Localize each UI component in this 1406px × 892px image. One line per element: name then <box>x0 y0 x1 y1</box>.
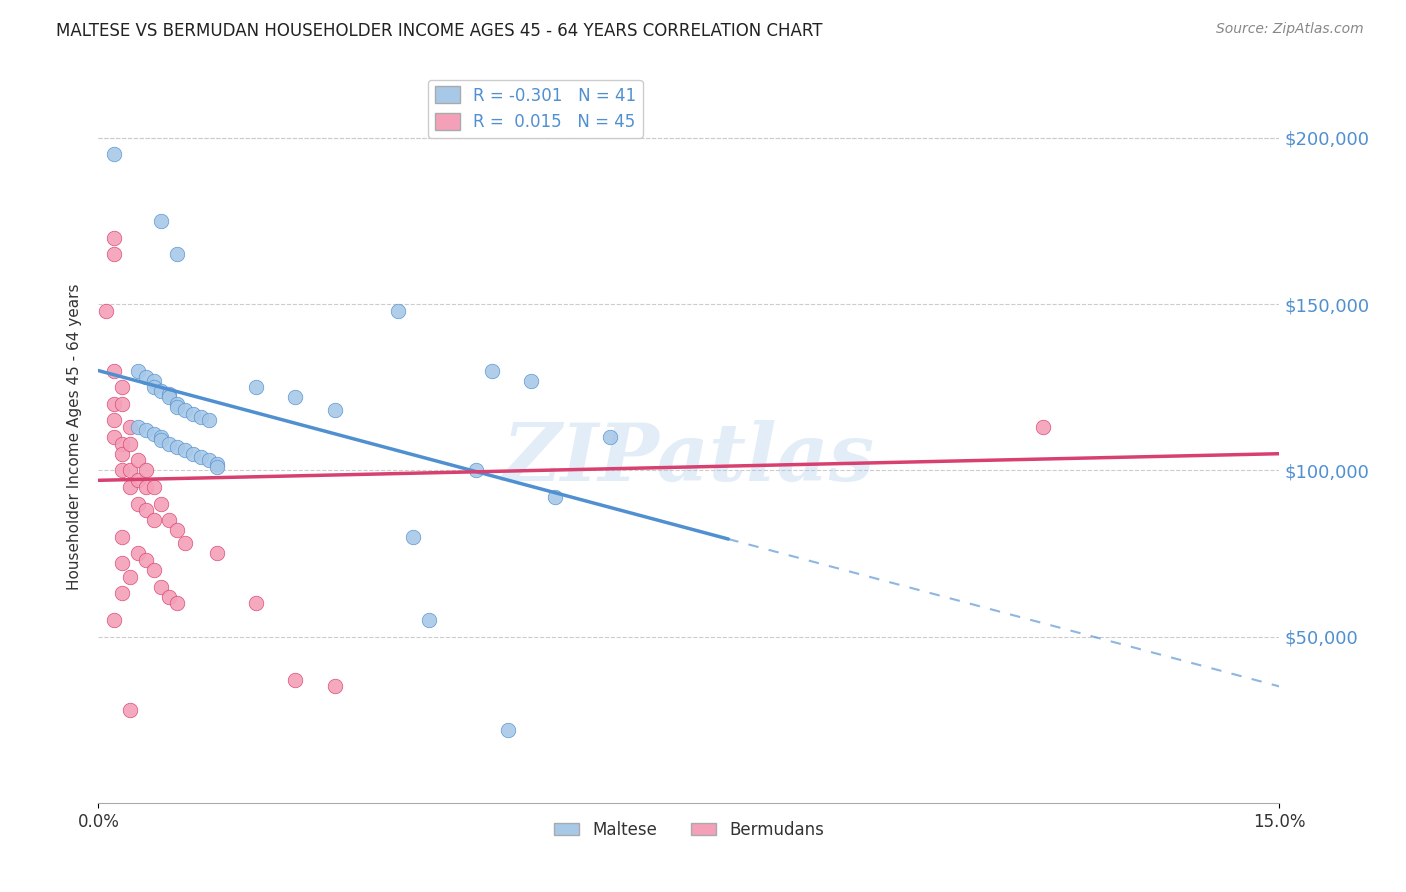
Point <box>127 473 149 487</box>
Point <box>103 430 125 444</box>
Point <box>103 230 125 244</box>
Point <box>111 557 134 571</box>
Point <box>103 397 125 411</box>
Point <box>205 457 228 471</box>
Point <box>205 546 228 560</box>
Point <box>1032 420 1054 434</box>
Point <box>284 390 307 404</box>
Point <box>157 590 180 604</box>
Point <box>245 380 267 394</box>
Point <box>166 440 188 454</box>
Point <box>103 147 125 161</box>
Point <box>157 436 180 450</box>
Point <box>96 303 118 318</box>
Point <box>157 513 180 527</box>
Point <box>402 530 425 544</box>
Point <box>150 434 173 448</box>
Point <box>387 303 409 318</box>
Point <box>150 384 173 398</box>
Point <box>111 436 134 450</box>
Point <box>166 247 188 261</box>
Point <box>142 563 165 577</box>
Point <box>166 523 188 537</box>
Point <box>150 430 173 444</box>
Point <box>142 380 165 394</box>
Point <box>181 407 204 421</box>
Point <box>166 596 188 610</box>
Point <box>174 536 197 550</box>
Point <box>118 570 141 584</box>
Point <box>150 580 173 594</box>
Point <box>142 426 165 441</box>
Point <box>118 463 141 477</box>
Point <box>135 424 157 438</box>
Point <box>111 530 134 544</box>
Point <box>127 546 149 560</box>
Point <box>111 463 134 477</box>
Point <box>111 380 134 394</box>
Point <box>142 480 165 494</box>
Point <box>496 723 519 737</box>
Point <box>166 400 188 414</box>
Point <box>135 463 157 477</box>
Point <box>127 497 149 511</box>
Point <box>481 363 503 377</box>
Point <box>205 460 228 475</box>
Point <box>111 586 134 600</box>
Point <box>181 447 204 461</box>
Point <box>135 553 157 567</box>
Point <box>599 430 621 444</box>
Point <box>127 420 149 434</box>
Y-axis label: Householder Income Ages 45 - 64 years: Householder Income Ages 45 - 64 years <box>67 284 83 591</box>
Point <box>418 613 440 627</box>
Point <box>111 447 134 461</box>
Point <box>174 403 197 417</box>
Point <box>465 463 488 477</box>
Point <box>520 374 543 388</box>
Point <box>190 450 212 464</box>
Point <box>157 387 180 401</box>
Point <box>245 596 267 610</box>
Point <box>118 436 141 450</box>
Point <box>142 374 165 388</box>
Point <box>127 363 149 377</box>
Point <box>142 513 165 527</box>
Point <box>150 214 173 228</box>
Point <box>544 490 567 504</box>
Text: Source: ZipAtlas.com: Source: ZipAtlas.com <box>1216 22 1364 37</box>
Point <box>127 453 149 467</box>
Point <box>103 413 125 427</box>
Legend: Maltese, Bermudans: Maltese, Bermudans <box>547 814 831 846</box>
Point <box>174 443 197 458</box>
Point <box>197 453 219 467</box>
Point <box>118 703 141 717</box>
Point <box>157 390 180 404</box>
Point <box>284 673 307 687</box>
Point <box>323 680 346 694</box>
Point <box>166 397 188 411</box>
Text: MALTESE VS BERMUDAN HOUSEHOLDER INCOME AGES 45 - 64 YEARS CORRELATION CHART: MALTESE VS BERMUDAN HOUSEHOLDER INCOME A… <box>56 22 823 40</box>
Text: ZIPatlas: ZIPatlas <box>503 420 875 498</box>
Point <box>190 410 212 425</box>
Point <box>103 247 125 261</box>
Point <box>111 397 134 411</box>
Point <box>135 480 157 494</box>
Point <box>103 613 125 627</box>
Point <box>118 420 141 434</box>
Point <box>135 370 157 384</box>
Point <box>197 413 219 427</box>
Point <box>323 403 346 417</box>
Point <box>103 363 125 377</box>
Point <box>118 480 141 494</box>
Point <box>135 503 157 517</box>
Point <box>150 497 173 511</box>
